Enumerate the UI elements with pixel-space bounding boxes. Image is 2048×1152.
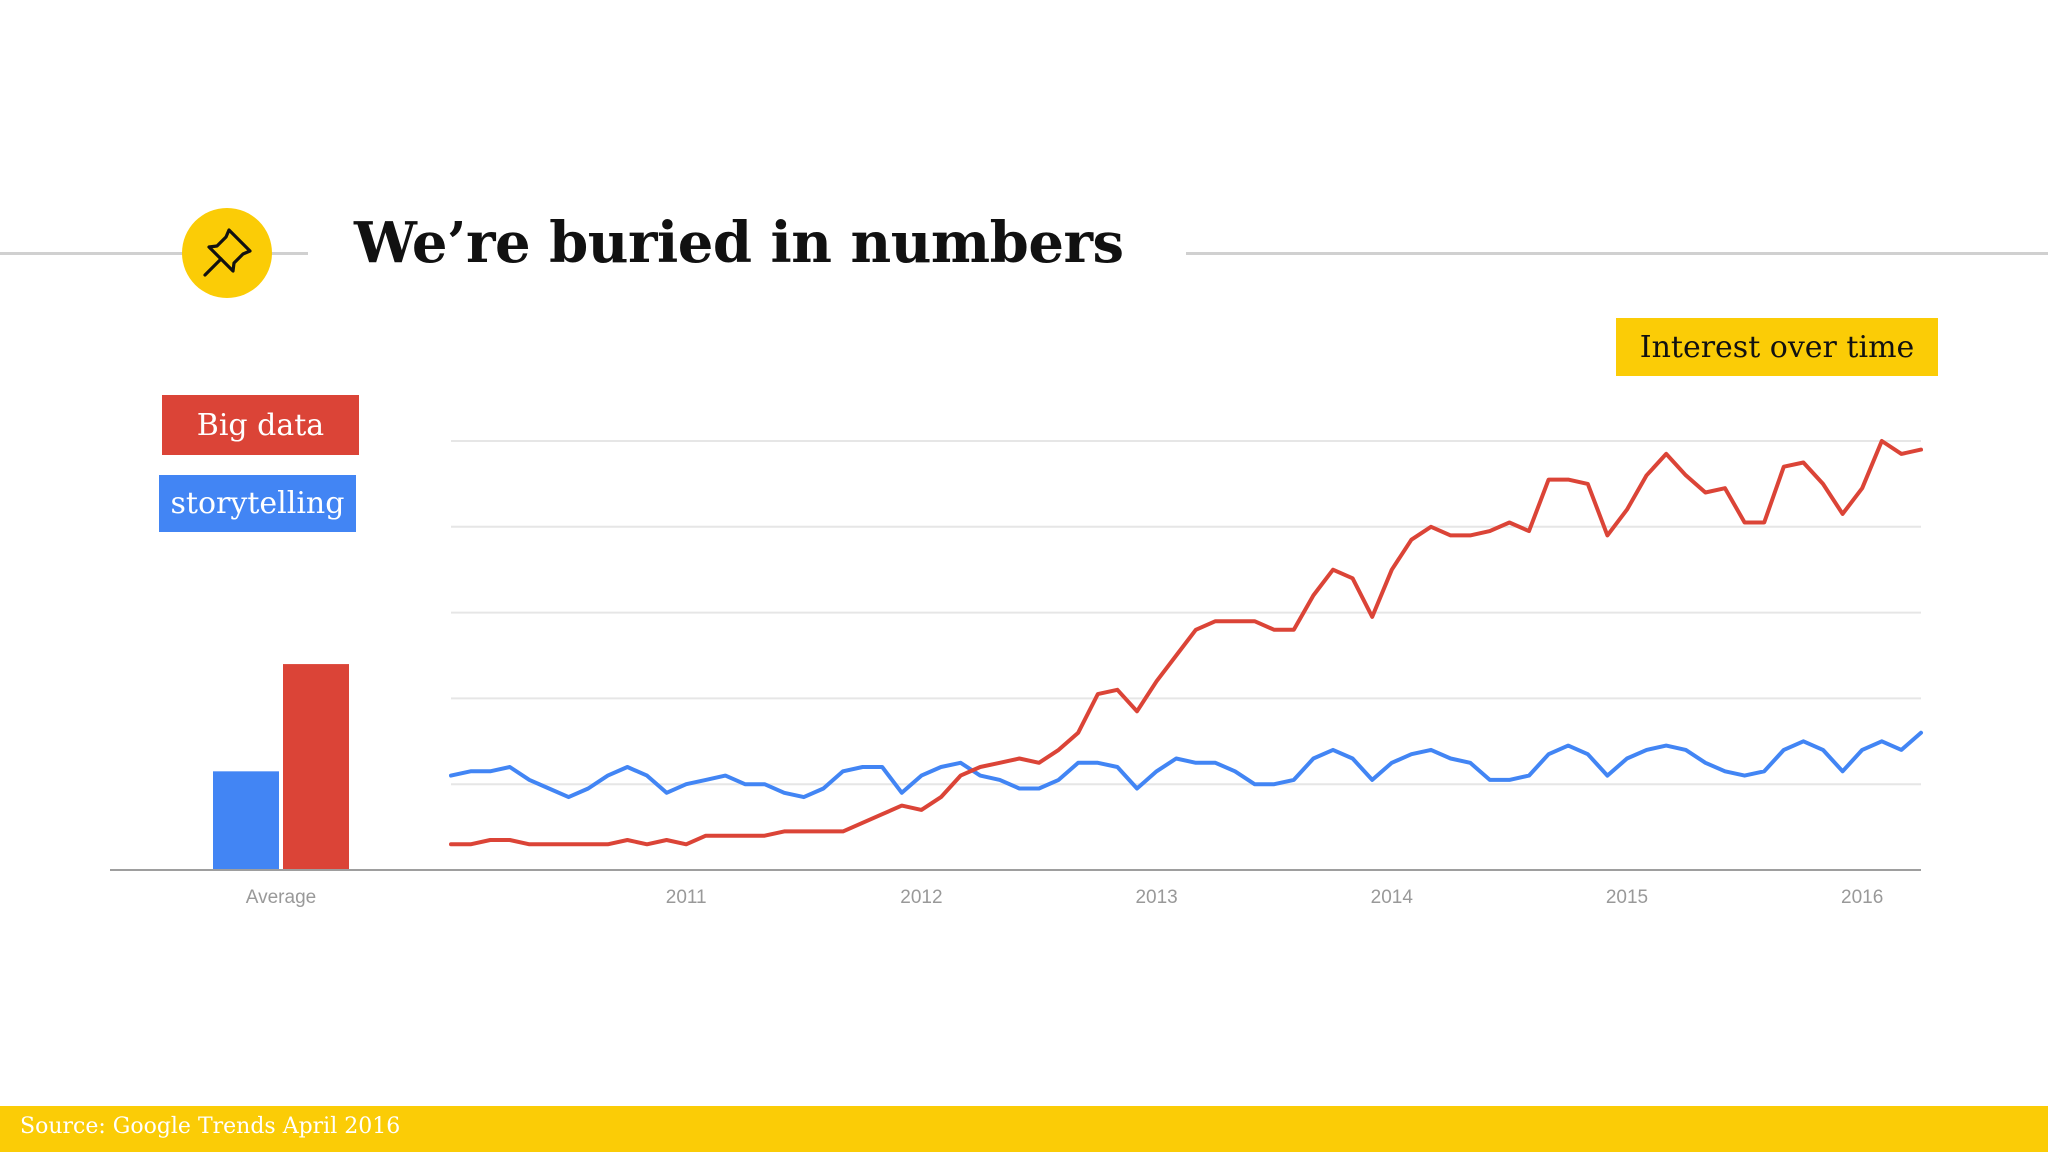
legend-storytelling: storytelling bbox=[159, 475, 356, 532]
average-bar-big-data bbox=[283, 664, 349, 870]
pushpin-icon bbox=[203, 228, 252, 277]
legend-big-data: Big data bbox=[162, 395, 359, 455]
x-tick-label: 2013 bbox=[1135, 887, 1177, 908]
slide-title: We’re buried in numbers bbox=[354, 210, 1124, 276]
x-tick-label: 2016 bbox=[1841, 887, 1883, 908]
pin-badge bbox=[182, 208, 272, 298]
source-footer: Source: Google Trends April 2016 bbox=[0, 1106, 2048, 1152]
x-tick-label: 2011 bbox=[666, 887, 707, 908]
x-tick-label: 2012 bbox=[900, 887, 942, 908]
series-line-big-data bbox=[449, 439, 1923, 847]
title-rule-left bbox=[0, 252, 308, 255]
x-tick-label: 2014 bbox=[1371, 887, 1414, 908]
panel-title: Interest over time bbox=[1616, 318, 1938, 376]
series-line-storytelling bbox=[449, 730, 1923, 800]
title-rule-right bbox=[1186, 252, 2048, 255]
average-label: Average bbox=[246, 887, 316, 908]
source-text: Source: Google Trends April 2016 bbox=[20, 1114, 401, 1139]
average-bar-storytelling bbox=[213, 771, 279, 870]
x-tick-label: 2015 bbox=[1606, 887, 1648, 908]
